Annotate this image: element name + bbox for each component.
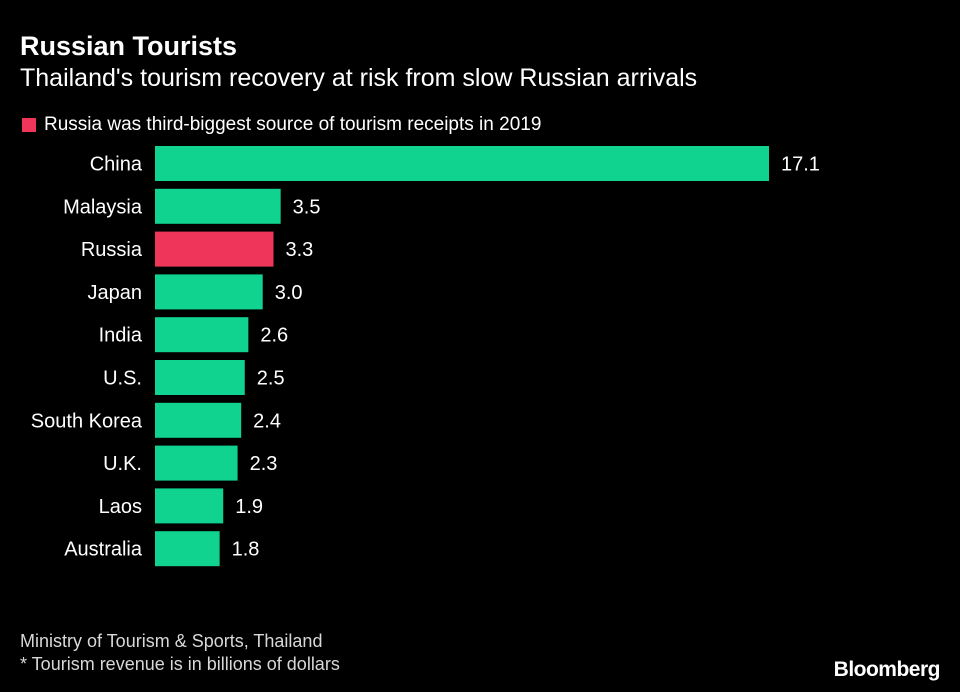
value-label: 2.6 [260,325,288,347]
category-label: South Korea [31,410,143,432]
category-label: India [99,325,143,347]
category-label: Laos [99,496,142,518]
bar-south-korea [155,402,242,438]
bloomberg-logo: Bloomberg [833,658,941,681]
bar-laos [155,488,224,524]
value-label: 3.3 [285,239,313,261]
bar-japan [155,274,263,310]
category-label: Russia [81,239,143,261]
value-label: 1.8 [232,539,260,561]
bar-china [155,146,769,181]
bar-malaysia [155,188,281,224]
footnote: * Tourism revenue is in billions of doll… [20,654,340,674]
legend-swatch [22,118,36,132]
bar-u-k [155,445,238,481]
value-label: 2.5 [257,368,285,390]
category-label: Japan [88,282,143,304]
bar-india [155,317,249,353]
value-label: 3.0 [275,282,303,304]
bar-u-s [155,360,245,395]
chart-subtitle: Thailand's tourism recovery at risk from… [20,64,698,92]
source-note: Ministry of Tourism & Sports, Thailand [20,631,323,651]
value-label: 17.1 [781,154,820,176]
bar-australia [155,531,220,567]
value-label: 2.3 [250,453,278,475]
category-label: China [90,154,143,176]
category-label: Malaysia [63,196,143,218]
category-label: Australia [64,539,143,561]
legend-label: Russia was third-biggest source of touri… [44,114,542,135]
value-label: 3.5 [293,196,321,218]
value-label: 1.9 [235,496,263,518]
value-label: 2.4 [253,410,281,432]
legend: Russia was third-biggest source of touri… [22,113,541,137]
chart-title: Russian Tourists [20,31,238,61]
bar-russia [155,231,274,267]
category-label: U.K. [103,453,142,475]
category-label: U.S. [103,368,142,390]
